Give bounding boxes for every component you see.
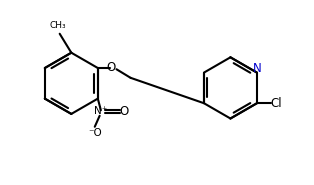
Text: CH₃: CH₃ — [50, 21, 67, 30]
Text: ⁻O: ⁻O — [88, 128, 102, 138]
Text: O: O — [119, 105, 128, 118]
Text: N: N — [253, 62, 262, 75]
Text: O: O — [107, 61, 116, 74]
Text: N⁺: N⁺ — [94, 107, 107, 117]
Text: Cl: Cl — [270, 97, 282, 110]
